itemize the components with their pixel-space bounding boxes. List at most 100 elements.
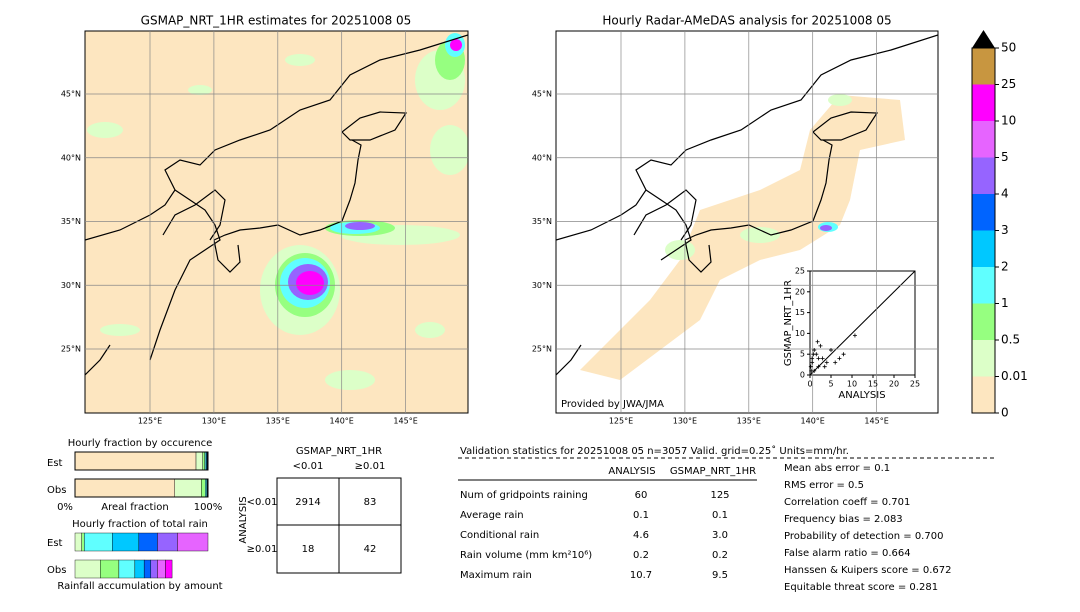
cell: 0.1 xyxy=(633,510,649,521)
bar-segment xyxy=(138,532,158,552)
colorbar-bin xyxy=(972,376,995,413)
bar-frame xyxy=(74,451,209,471)
bar-segment xyxy=(165,559,173,579)
scatter-point xyxy=(816,364,821,369)
bar-segment xyxy=(174,478,202,498)
x-tick-label: 5 xyxy=(828,380,833,389)
score: Hanssen & Kuipers score = 0.672 xyxy=(784,565,951,576)
row-label: Average rain xyxy=(460,510,524,521)
bar-segment xyxy=(100,559,120,579)
scatter-point xyxy=(810,356,815,361)
colorbar-label: 0 xyxy=(1001,406,1009,420)
lon-label: 135°E xyxy=(266,417,290,426)
bar-segment xyxy=(74,532,82,552)
x-tick-label: 20 xyxy=(889,380,899,389)
cell: 9.5 xyxy=(712,570,728,581)
lat-label: 30°N xyxy=(61,281,81,290)
lat-label: 40°N xyxy=(532,153,552,162)
scatter-point xyxy=(810,360,815,365)
bar-segment xyxy=(150,559,158,579)
scatter-point xyxy=(818,343,823,348)
lon-label: 145°E xyxy=(393,417,417,426)
lat-label: 25°N xyxy=(532,345,552,354)
col-label: GSMAP_NRT_1HR xyxy=(670,466,756,477)
bar-segment xyxy=(157,532,178,552)
left-map-frame xyxy=(84,30,469,414)
colorbar-label: 50 xyxy=(1001,41,1016,55)
bar-segment xyxy=(74,451,197,471)
row-label: Conditional rain xyxy=(460,530,539,541)
score: Mean abs error = 0.1 xyxy=(784,463,890,474)
colorbar-bin xyxy=(972,121,995,158)
cell: 60 xyxy=(635,490,648,501)
cell: 10.7 xyxy=(630,570,652,581)
scatter-point xyxy=(809,368,814,373)
x-tick-label: 0 xyxy=(807,380,812,389)
y-tick-label: 0 xyxy=(800,371,805,380)
axis-label: Areal fraction xyxy=(101,502,168,513)
x-axis-label: ANALYSIS xyxy=(838,390,885,401)
col-label: <0.01 xyxy=(293,461,324,472)
score: False alarm ratio = 0.664 xyxy=(784,548,911,559)
bar-segment xyxy=(118,559,136,579)
cell: 2914 xyxy=(295,497,320,508)
cell: 3.0 xyxy=(712,530,728,541)
lat-label: 45°N xyxy=(532,90,552,99)
scatter-point xyxy=(815,339,820,344)
lat-label: 35°N xyxy=(532,217,552,226)
lon-label: 140°E xyxy=(330,417,354,426)
panel-title: Hourly fraction of total rain xyxy=(72,519,208,530)
bar-frame xyxy=(74,478,209,498)
x-tick-label: 15 xyxy=(868,380,878,389)
score: Equitable threat score = 0.281 xyxy=(784,582,938,593)
lon-label: 130°E xyxy=(673,417,697,426)
colorbar-bin xyxy=(972,194,995,231)
scatter-point xyxy=(812,348,817,353)
lat-label: 40°N xyxy=(61,153,81,162)
colorbar-label: 4 xyxy=(1001,187,1009,201)
row-label: Est xyxy=(47,538,63,549)
row-title: ANALYSIS xyxy=(238,496,249,543)
scatter-point xyxy=(808,364,813,369)
scatter-point xyxy=(820,356,825,361)
row-label: Est xyxy=(47,458,63,469)
row-label: <0.01 xyxy=(247,497,278,508)
bar-segment xyxy=(157,559,166,579)
lon-label: 140°E xyxy=(801,417,825,426)
cell: 4.6 xyxy=(633,530,649,541)
lon-label: 135°E xyxy=(737,417,761,426)
score: Correlation coeff = 0.701 xyxy=(784,497,910,508)
bar-segment xyxy=(81,532,85,552)
scatter-point xyxy=(811,352,816,357)
table-grid xyxy=(276,477,402,574)
colorbar-label: 1 xyxy=(1001,296,1009,310)
y-tick-label: 25 xyxy=(795,267,805,276)
row-label: Obs xyxy=(47,485,66,496)
colorbar-label: 3 xyxy=(1001,223,1009,237)
scatter-point xyxy=(816,356,821,361)
y-tick-label: 10 xyxy=(795,329,805,338)
colorbar-bin xyxy=(972,303,995,340)
scatter-point xyxy=(841,352,846,357)
table-title: GSMAP_NRT_1HR xyxy=(296,446,382,457)
cell: 0.1 xyxy=(712,510,728,521)
scatter-point xyxy=(822,364,827,369)
cell: 0.2 xyxy=(712,550,728,561)
diagonal xyxy=(809,270,916,376)
scatter-point xyxy=(833,360,838,365)
row-label: Maximum rain xyxy=(460,570,532,581)
row-label: ≥0.01 xyxy=(247,544,278,555)
score: RMS error = 0.5 xyxy=(784,480,864,491)
bar-segment xyxy=(177,532,209,552)
cell: 83 xyxy=(364,497,377,508)
map-title: Hourly Radar-AMeDAS analysis for 2025100… xyxy=(602,14,891,28)
col-label: ANALYSIS xyxy=(608,466,655,477)
colorbar-label: 25 xyxy=(1001,77,1016,91)
lon-label: 125°E xyxy=(138,417,162,426)
y-tick-label: 20 xyxy=(795,287,805,296)
bar-segment xyxy=(134,559,145,579)
bar-segment xyxy=(84,532,113,552)
scatter-point xyxy=(824,360,829,365)
colorbar-extend xyxy=(972,30,995,48)
bar-segment xyxy=(195,451,203,471)
